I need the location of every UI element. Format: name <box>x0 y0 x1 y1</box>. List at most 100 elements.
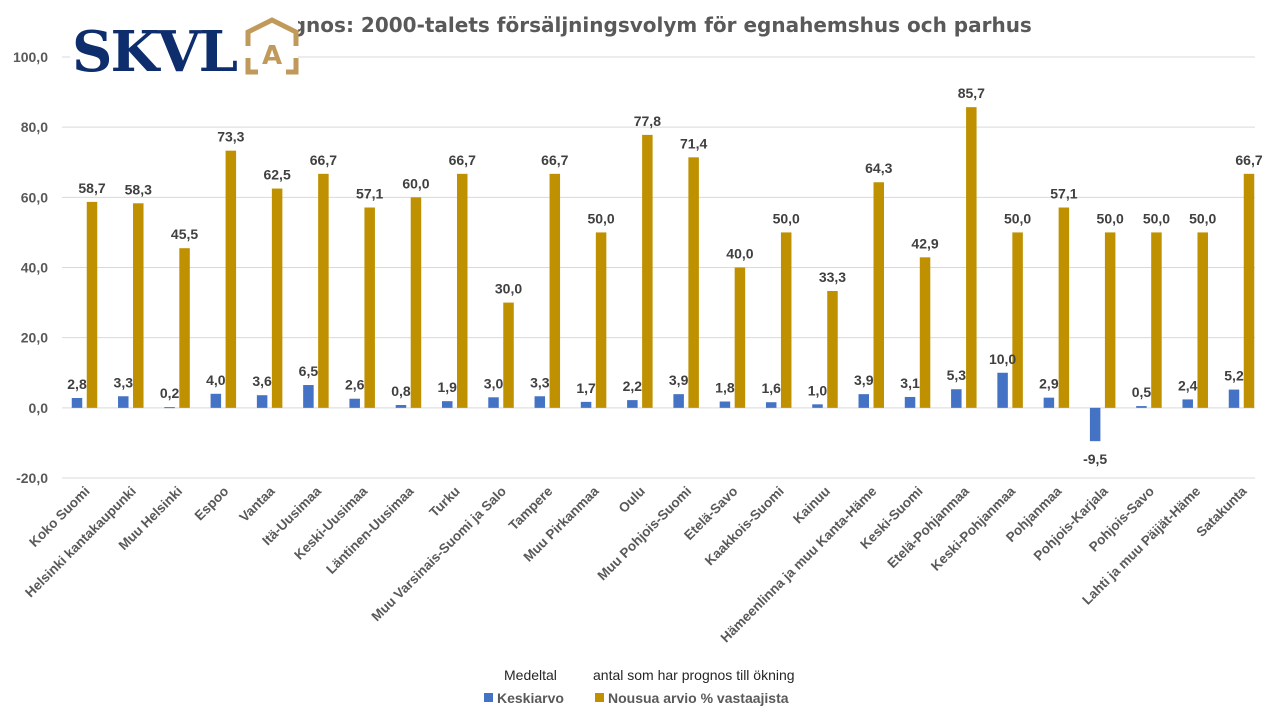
data-label-nousua: 50,0 <box>773 210 800 226</box>
legend-label-nousua: Nousua arvio % vastaajista <box>608 690 789 706</box>
skvl-logo: SKVL A <box>70 14 299 85</box>
bar-nousua <box>1058 207 1070 408</box>
y-tick-label: -20,0 <box>16 470 48 486</box>
bars <box>71 107 1255 442</box>
data-label-nousua: 73,3 <box>217 129 244 145</box>
bar-keskiarvo <box>349 398 360 408</box>
data-label-keskiarvo: 10,0 <box>989 351 1016 367</box>
data-label-keskiarvo: 3,9 <box>854 372 874 388</box>
y-tick-label: 100,0 <box>13 49 48 65</box>
data-label-nousua: 50,0 <box>1143 210 1170 226</box>
bar-nousua <box>595 232 607 408</box>
bar-keskiarvo <box>997 372 1008 408</box>
x-category-label: Oulu <box>616 484 648 516</box>
x-category-label: Vantaa <box>236 483 278 525</box>
y-tick-label: 80,0 <box>21 119 48 135</box>
data-label-nousua: 58,3 <box>125 181 152 197</box>
bar-nousua <box>456 173 468 408</box>
bar-nousua <box>549 173 561 408</box>
bar-keskiarvo <box>534 396 546 408</box>
bar-nousua <box>827 291 838 408</box>
logo-emblem-letter: A <box>262 41 282 71</box>
legend-annotation-medeltal: Medeltal <box>504 667 557 683</box>
data-label-keskiarvo: 1,9 <box>438 379 458 395</box>
bar-keskiarvo <box>1182 399 1193 408</box>
data-label-nousua: 71,4 <box>680 135 707 151</box>
y-tick-label: 0,0 <box>29 400 49 416</box>
data-label-keskiarvo: 2,2 <box>623 378 643 394</box>
data-label-nousua: 50,0 <box>587 210 614 226</box>
bar-keskiarvo <box>673 394 684 408</box>
bar-keskiarvo <box>812 404 823 408</box>
bar-nousua <box>966 107 977 408</box>
y-axis-ticks: 100,0 80,0 60,0 40,0 20,0 0,0 -20,0 <box>13 49 48 486</box>
bar-keskiarvo <box>488 397 499 408</box>
legend-swatch-keskiarvo <box>484 693 493 702</box>
house-a-icon: A <box>245 17 299 75</box>
bar-nousua <box>734 267 746 408</box>
data-label-nousua: 30,0 <box>495 281 522 297</box>
data-label-nousua: 42,9 <box>911 235 938 251</box>
bar-keskiarvo <box>719 401 731 408</box>
data-label-keskiarvo: 2,9 <box>1039 376 1059 392</box>
bar-keskiarvo <box>71 398 83 408</box>
data-label-keskiarvo: 5,3 <box>947 367 967 383</box>
bar-nousua <box>1104 232 1116 408</box>
data-label-keskiarvo: 2,8 <box>67 376 87 392</box>
y-tick-label: 40,0 <box>21 260 48 276</box>
data-label-keskiarvo: 1,8 <box>715 380 735 396</box>
data-label-keskiarvo: 3,3 <box>114 374 134 390</box>
bar-nousua <box>642 134 653 408</box>
legend: Medeltal antal som har prognos till ökni… <box>484 667 795 706</box>
x-category-label: Espoo <box>192 484 232 524</box>
data-label-keskiarvo: 3,9 <box>669 372 689 388</box>
chart-title: ognos: 2000-talets försäljningsvolym för… <box>278 13 1032 37</box>
bar-keskiarvo <box>441 401 453 408</box>
data-label-keskiarvo: 2,4 <box>1178 377 1198 393</box>
bar-nousua <box>133 203 144 408</box>
data-label-nousua: 33,3 <box>819 269 846 285</box>
bar-nousua <box>688 157 699 408</box>
data-label-keskiarvo: 3,6 <box>252 373 272 389</box>
bar-keskiarvo <box>303 385 314 408</box>
bar-keskiarvo <box>1136 406 1147 408</box>
bar-keskiarvo <box>904 396 916 408</box>
bar-nousua <box>1012 232 1023 408</box>
legend-label-keskiarvo: Keskiarvo <box>497 690 564 706</box>
data-label-nousua: 60,0 <box>402 175 429 191</box>
data-label-nousua: 45,5 <box>171 226 198 242</box>
bar-nousua <box>1197 232 1208 408</box>
bar-nousua <box>271 188 283 408</box>
bar-nousua <box>1243 173 1255 408</box>
data-label-nousua: 85,7 <box>958 85 985 101</box>
bar-keskiarvo <box>951 389 962 408</box>
legend-swatch-nousua <box>595 693 604 702</box>
data-label-keskiarvo: 3,1 <box>900 375 920 391</box>
bar-keskiarvo <box>256 395 268 408</box>
data-label-keskiarvo: -9,5 <box>1083 451 1107 467</box>
bar-nousua <box>364 207 375 408</box>
bar-keskiarvo <box>164 407 175 409</box>
bar-keskiarvo <box>118 396 129 408</box>
logo-text: SKVL <box>72 19 238 85</box>
data-label-nousua: 62,5 <box>263 167 290 183</box>
data-label-nousua: 66,7 <box>449 152 476 168</box>
bar-keskiarvo <box>1228 389 1240 408</box>
x-category-label: Kainuu <box>790 484 833 527</box>
y-tick-label: 60,0 <box>21 189 48 205</box>
data-label-keskiarvo: 4,0 <box>206 372 226 388</box>
bar-nousua <box>780 232 792 408</box>
data-label-keskiarvo: 2,6 <box>345 377 365 393</box>
data-label-nousua: 58,7 <box>78 180 105 196</box>
data-label-nousua: 64,3 <box>865 160 892 176</box>
data-label-nousua: 57,1 <box>356 186 383 202</box>
data-label-keskiarvo: 3,3 <box>530 374 550 390</box>
data-label-keskiarvo: 5,2 <box>1224 368 1244 384</box>
data-label-keskiarvo: 1,0 <box>808 382 828 398</box>
bar-nousua <box>410 197 422 408</box>
x-category-label: Keski-Pohjanmaa <box>928 483 1019 574</box>
data-label-keskiarvo: 0,2 <box>160 385 180 401</box>
data-label-keskiarvo: 1,6 <box>761 380 781 396</box>
data-label-keskiarvo: 6,5 <box>299 363 319 379</box>
